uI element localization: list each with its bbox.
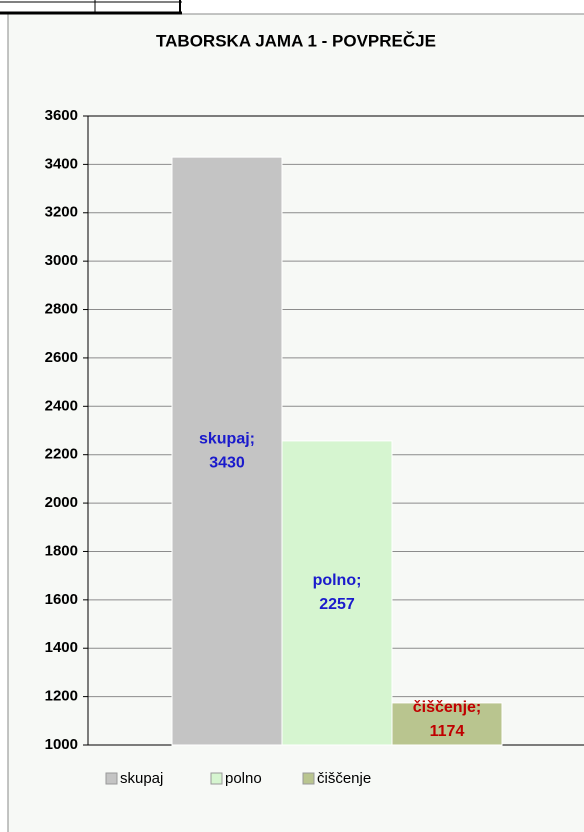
bar [281,440,393,746]
data-label: 2257 [319,596,355,613]
y-tick-label: 1800 [45,542,78,559]
y-tick-label: 1600 [45,591,78,608]
y-tick-label: 1200 [45,688,78,705]
legend-label: polno [225,770,262,787]
y-tick-label: 2600 [45,349,78,366]
bar [391,702,503,746]
y-tick-label: 1400 [45,639,78,656]
legend-label: skupaj [120,770,163,787]
y-tick-label: 2400 [45,397,78,414]
y-tick-label: 3200 [45,204,78,221]
legend-swatch [210,772,223,785]
y-tick-label: 2200 [45,446,78,463]
chart-title: TABORSKA JAMA 1 - POVPREČJE [156,31,436,50]
y-tick-label: 3600 [45,107,78,124]
legend-label: čiščenje [317,770,371,787]
legend-swatch [302,772,315,785]
data-label: 3430 [209,454,245,471]
legend-swatch [105,772,118,785]
y-tick-label: 3400 [45,155,78,172]
bar [171,156,283,746]
y-tick-label: 2800 [45,301,78,318]
y-tick-label: 3000 [45,252,78,269]
data-label: 1174 [430,723,465,740]
data-label: polno; [313,572,362,589]
y-tick-label: 2000 [45,494,78,511]
y-tick-label: 1000 [45,736,78,753]
data-label: čiščenje; [413,699,481,716]
data-label: skupaj; [199,430,255,447]
